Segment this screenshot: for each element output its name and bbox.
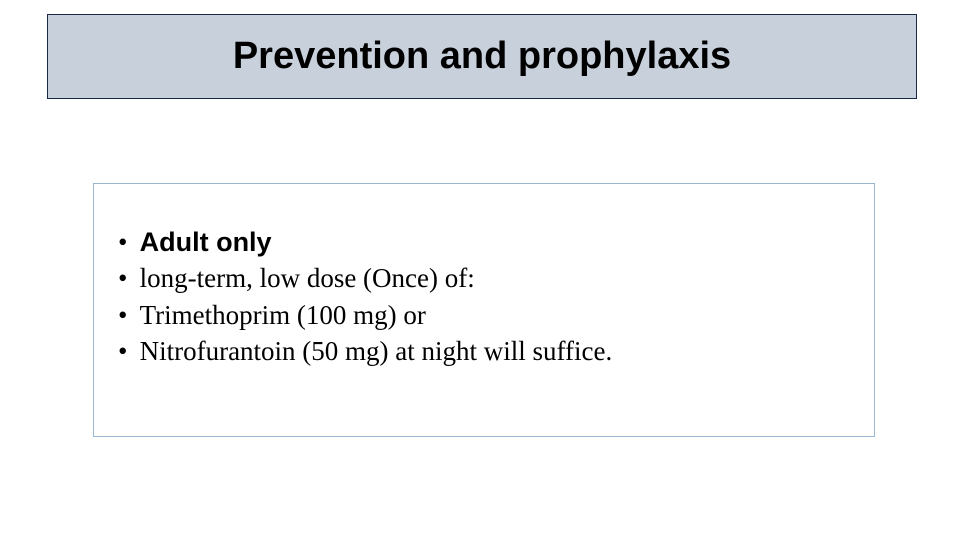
bullet-item: • long-term, low dose (Once) of: (118, 260, 874, 296)
bullet-dot-icon: • (118, 260, 140, 296)
bullet-text: Adult only (140, 227, 272, 257)
slide-title: Prevention and prophylaxis (233, 35, 731, 78)
slide: Prevention and prophylaxis • Adult only•… (0, 0, 960, 540)
bullet-text: Nitrofurantoin (50 mg) at night will suf… (140, 336, 613, 366)
bullet-text: long-term, low dose (Once) of: (140, 263, 475, 293)
bullet-item: • Nitrofurantoin (50 mg) at night will s… (118, 333, 874, 369)
bullet-dot-icon: • (118, 333, 140, 369)
bullet-item: • Trimethoprim (100 mg) or (118, 297, 874, 333)
bullet-dot-icon: • (118, 297, 140, 333)
title-box: Prevention and prophylaxis (47, 14, 917, 99)
bullet-text: Trimethoprim (100 mg) or (140, 300, 426, 330)
bullet-dot-icon: • (118, 224, 140, 260)
bullet-item: • Adult only (118, 224, 874, 260)
content-box: • Adult only• long-term, low dose (Once)… (93, 183, 875, 437)
